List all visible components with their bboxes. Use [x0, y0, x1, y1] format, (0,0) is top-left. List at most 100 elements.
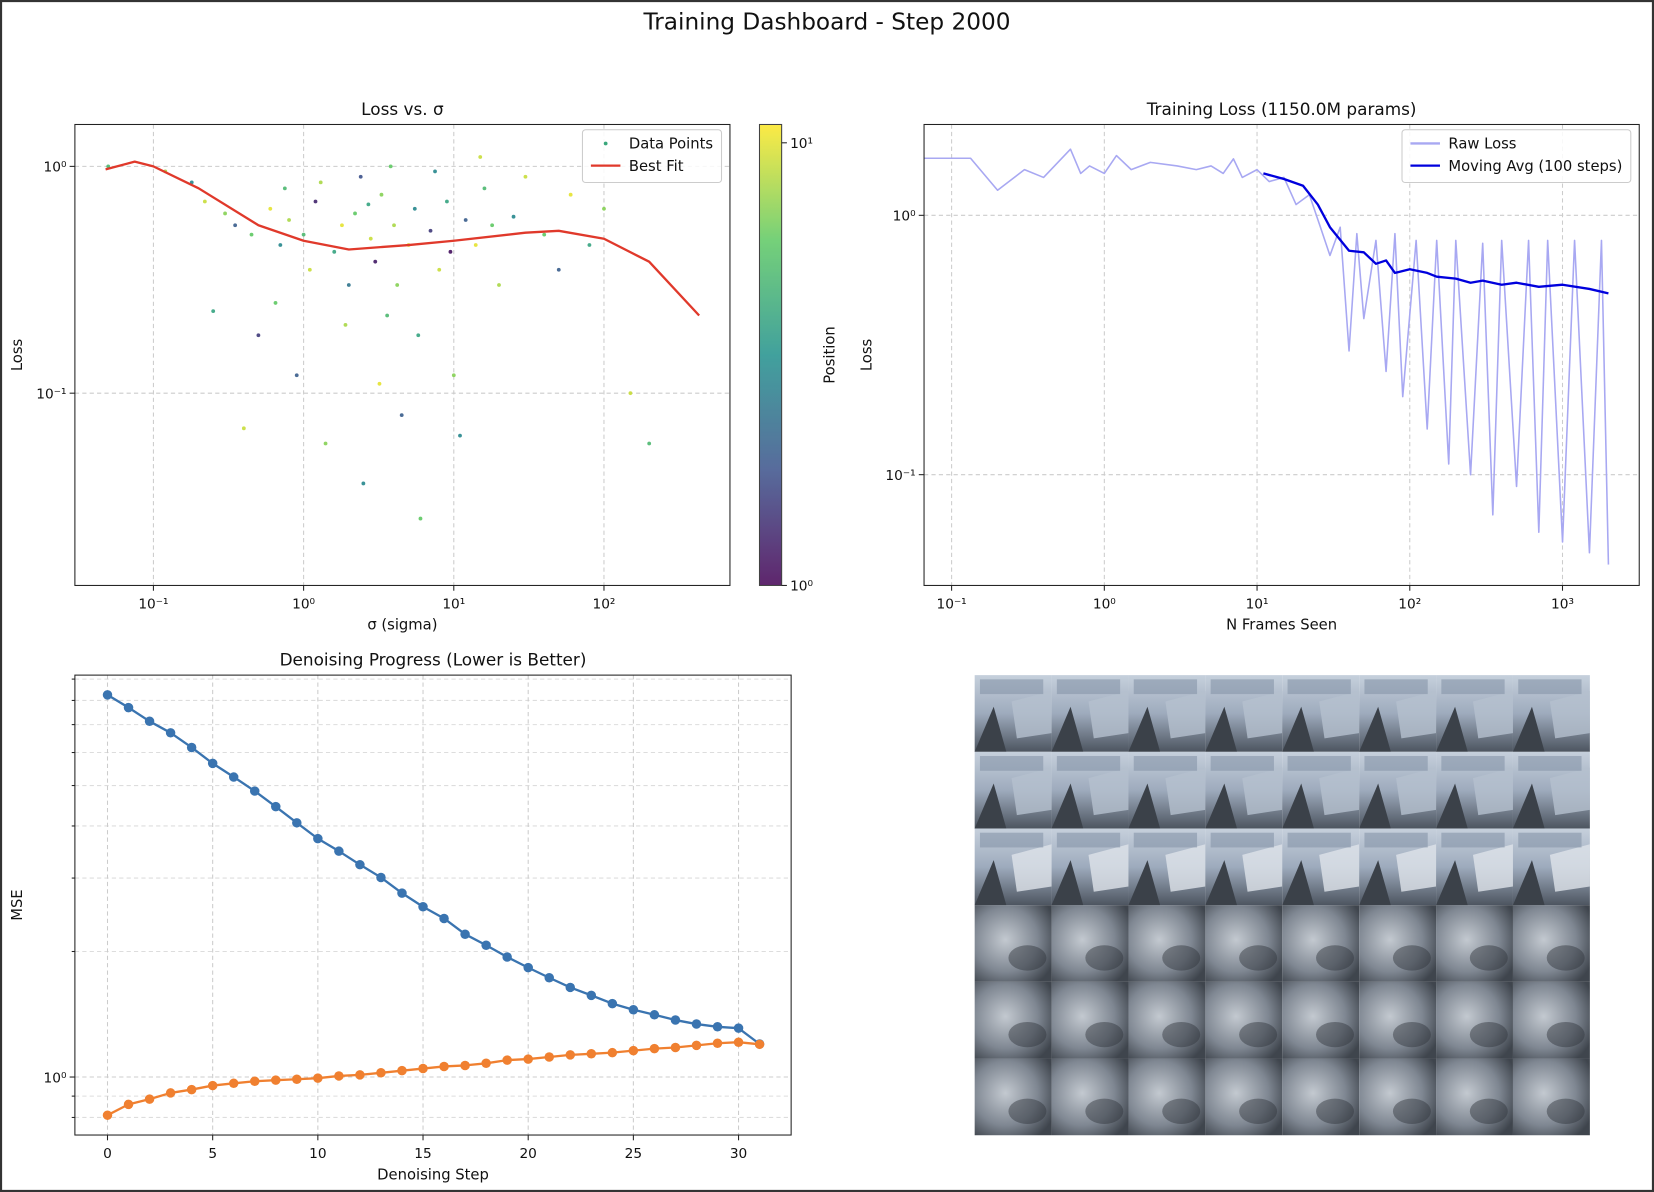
tile-shape — [1319, 844, 1360, 892]
tile-shape — [1441, 679, 1505, 695]
tile-shape — [1518, 832, 1582, 848]
tile-shape — [1088, 844, 1129, 892]
tile-shape — [1165, 767, 1206, 816]
tile-shape — [1239, 1021, 1278, 1048]
tile-shape — [1210, 679, 1274, 695]
tile-shape — [1165, 844, 1206, 892]
legend-label: Raw Loss — [1448, 136, 1516, 153]
scatter-point — [368, 236, 373, 241]
scatter-point — [482, 186, 487, 191]
legend-label: Data Points — [629, 136, 713, 153]
scatter-point — [478, 155, 483, 159]
tile-shape — [1364, 832, 1428, 848]
scatter-point — [392, 223, 396, 228]
tile-shape — [1396, 767, 1437, 816]
tile-shape — [1549, 767, 1590, 816]
scatter-point — [511, 214, 516, 219]
line-series — [1263, 172, 1609, 295]
image-tile — [1359, 1058, 1437, 1136]
marker — [144, 1094, 155, 1104]
tile-shape — [1162, 1098, 1201, 1124]
image-tile — [1128, 1058, 1206, 1136]
scatter-point — [301, 232, 306, 237]
scatter-point — [307, 267, 312, 272]
marker — [712, 1022, 723, 1032]
image-tile — [1436, 1058, 1513, 1136]
scatter-point — [343, 323, 348, 327]
marker — [523, 1054, 533, 1064]
legend: Raw Loss Moving Avg (100 steps) — [1401, 129, 1632, 184]
image-tile — [1512, 981, 1590, 1059]
tile-shape — [1133, 756, 1198, 771]
marker — [586, 990, 597, 1001]
marker — [754, 1039, 765, 1050]
tile-shape — [1512, 706, 1545, 752]
plot-area — [105, 155, 701, 521]
image-tile — [1205, 1058, 1283, 1136]
tile-shape — [1162, 945, 1201, 971]
tile-shape — [979, 679, 1044, 695]
marker — [397, 888, 407, 898]
scatter-point — [490, 223, 495, 228]
marker — [670, 1015, 681, 1025]
tile-shape — [1242, 767, 1283, 816]
y-tick-label: 10⁻¹ — [36, 386, 66, 402]
marker — [649, 1010, 660, 1020]
scatter-point — [287, 218, 291, 222]
tile-shape — [1469, 1098, 1508, 1124]
x-tick-label: 0 — [103, 1146, 112, 1162]
x-tick-label: 10¹ — [442, 597, 465, 613]
scatter-point — [602, 206, 606, 211]
marker — [313, 1073, 323, 1083]
tile-shape — [1056, 679, 1121, 695]
image-tile — [1512, 905, 1590, 982]
legend-box — [1401, 129, 1632, 184]
tile-shape — [1085, 1098, 1124, 1124]
tile-shape — [1051, 860, 1084, 906]
image-tile — [1359, 905, 1437, 982]
tile-shape — [979, 832, 1044, 848]
scatter-point — [523, 174, 528, 179]
scatter-point — [223, 211, 227, 216]
scatter-point — [278, 243, 283, 247]
scatter-point — [568, 192, 573, 197]
marker — [249, 786, 260, 796]
tile-shape — [1162, 1021, 1201, 1048]
scatter-point — [463, 218, 468, 222]
marker — [102, 690, 113, 700]
tile-shape — [1210, 832, 1274, 848]
marker — [607, 998, 618, 1009]
tile-shape — [1056, 756, 1121, 771]
x-tick-label: 10¹ — [1246, 597, 1269, 613]
x-tick-label: 10⁰ — [1093, 597, 1116, 613]
x-axis-label: Denoising Step — [377, 1166, 489, 1183]
marker — [123, 702, 134, 713]
image-tile — [1051, 981, 1129, 1059]
marker — [586, 1049, 597, 1059]
tile-shape — [1319, 690, 1360, 739]
scatter-point — [366, 202, 371, 207]
marker — [481, 940, 491, 951]
marker — [691, 1040, 702, 1051]
scatter-point — [428, 228, 433, 233]
scatter-point — [395, 283, 400, 287]
scatter-point — [249, 232, 254, 237]
marker — [334, 846, 344, 856]
image-tile — [1128, 905, 1206, 982]
tile-shape — [1396, 844, 1437, 892]
marker — [565, 982, 576, 993]
tile-shape — [1472, 844, 1513, 892]
scatter-point — [282, 186, 287, 191]
marker — [439, 913, 449, 924]
marker — [502, 1055, 512, 1065]
tile-shape — [1316, 1021, 1355, 1048]
tile-shape — [974, 783, 1007, 829]
tile-shape — [1008, 1021, 1047, 1048]
scatter-point — [256, 333, 261, 338]
plot-area — [102, 690, 765, 1120]
marker — [565, 1050, 576, 1060]
scatter-point — [437, 267, 442, 272]
scatter-point — [412, 206, 417, 211]
image-tile — [974, 981, 1052, 1059]
tile-shape — [1205, 706, 1238, 752]
